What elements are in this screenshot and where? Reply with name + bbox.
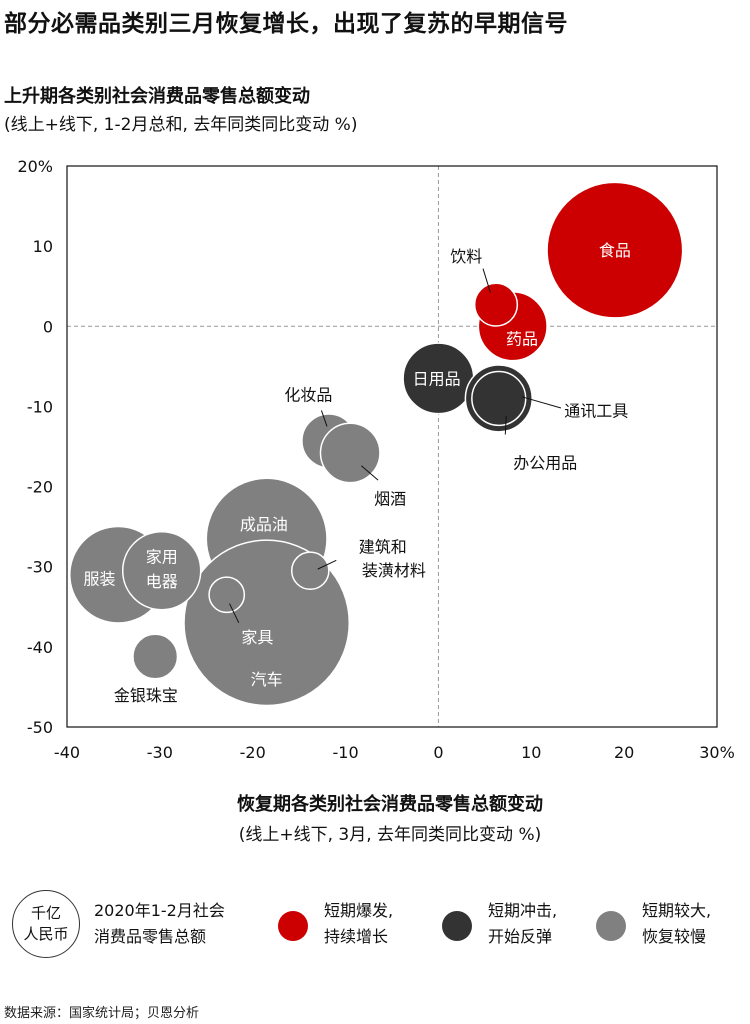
legend-dot-dark bbox=[442, 911, 472, 941]
leader-line-0 bbox=[482, 268, 491, 293]
bubble-label-14: 建筑和 bbox=[359, 538, 407, 557]
legend-label-gray: 短期较大, 恢复较慢 bbox=[642, 898, 742, 950]
bubble-label-2: 饮料 bbox=[450, 247, 482, 266]
x-axis-title: 恢复期各类别社会消费品零售总额变动 bbox=[237, 794, 543, 815]
legend-gray-line1: 短期较大, bbox=[642, 901, 712, 920]
bubble-label-10: 服装 bbox=[83, 570, 115, 589]
leader-line-5 bbox=[317, 559, 337, 570]
leader-line-4 bbox=[361, 465, 379, 481]
bubble-label-4: 通讯工具 bbox=[564, 401, 628, 420]
legend-label-red: 短期爆发, 持续增长 bbox=[324, 898, 424, 950]
legend-size-circle: 千亿 人民币 bbox=[12, 890, 80, 958]
x-tick-label: -40 bbox=[54, 743, 80, 762]
bubble-label-7: 烟酒 bbox=[374, 490, 406, 509]
y-tick-label: -20 bbox=[27, 478, 53, 497]
x-tick-label: 30% bbox=[699, 743, 735, 762]
y-tick-label: -30 bbox=[27, 558, 53, 577]
legend-dot-gray bbox=[596, 911, 626, 941]
bubble-11 bbox=[121, 530, 202, 611]
y-axis-subtitle: (线上+线下, 1-2月总和, 去年同类同比变动 %) bbox=[4, 115, 358, 135]
reference-lines bbox=[67, 166, 717, 727]
legend-size-desc-line1: 2020年1-2月社会 bbox=[94, 901, 225, 920]
legend-red-line2: 持续增长 bbox=[324, 927, 389, 946]
x-tick-label: 0 bbox=[433, 743, 443, 762]
bubble-label-6: 化妆品 bbox=[284, 385, 332, 404]
leader-line-3 bbox=[320, 410, 328, 427]
bubble-7 bbox=[319, 422, 381, 484]
page-title: 部分必需品类别三月恢复增长，出现了复苏的早期信号 bbox=[4, 11, 568, 37]
bubble-2 bbox=[473, 282, 519, 327]
legend-dark-line2: 开始反弹 bbox=[488, 927, 553, 946]
legend-size-unit-line2: 人民币 bbox=[23, 925, 69, 943]
legend-red-line1: 短期爆发, bbox=[324, 901, 394, 920]
plot-frame bbox=[66, 165, 718, 728]
leader-line-1 bbox=[521, 396, 562, 409]
bubble-label-11: 家用 bbox=[146, 547, 178, 566]
x-tick-label: 20 bbox=[614, 743, 634, 762]
bubble-13 bbox=[208, 576, 246, 614]
axis-ticks: -40 -30 -20 -10 0 10 20 30%20%100-10-20-30-40-5… bbox=[17, 157, 734, 762]
bubble-0 bbox=[546, 181, 684, 319]
y-tick-label: 0 bbox=[43, 317, 53, 336]
y-tick-label: -10 bbox=[27, 397, 53, 416]
y-tick-label: 20% bbox=[17, 157, 53, 176]
bubble-label-1: 药品 bbox=[506, 329, 538, 348]
legend-size-desc-line2: 消费品零售总额 bbox=[94, 927, 207, 946]
legend-size-unit-line1: 千亿 bbox=[30, 904, 61, 922]
bubble-label-0: 食品 bbox=[599, 241, 631, 260]
y-tick-label: -50 bbox=[27, 718, 53, 737]
y-tick-label: -40 bbox=[27, 638, 53, 657]
x-tick-label: -30 bbox=[147, 743, 173, 762]
leader-line-6 bbox=[229, 603, 240, 624]
data-source: 数据来源：国家统计局；贝恩分析 bbox=[4, 1006, 200, 1021]
x-axis-subtitle: (线上+线下, 3月, 去年同类同比变动 %) bbox=[238, 825, 542, 845]
bubble-label-12: 电器 bbox=[146, 572, 178, 591]
bubbles bbox=[69, 181, 684, 707]
bubble-label-8: 成品油 bbox=[240, 515, 288, 534]
bubble-label-5: 办公用品 bbox=[513, 454, 577, 473]
legend-size-description: 2020年1-2月社会 消费品零售总额 bbox=[94, 898, 264, 950]
bubble-label-15: 装潢材料 bbox=[362, 561, 426, 580]
y-axis-title: 上升期各类别社会消费品零售总额变动 bbox=[4, 86, 310, 107]
x-tick-label: -10 bbox=[333, 743, 359, 762]
leader-lines bbox=[229, 268, 562, 624]
bubble-5 bbox=[471, 370, 527, 427]
bubble-label-16: 金银珠宝 bbox=[114, 686, 178, 705]
bubble-14 bbox=[132, 633, 179, 680]
legend-gray-line2: 恢复较慢 bbox=[642, 927, 707, 946]
legend-label-dark: 短期冲击, 开始反弹 bbox=[488, 898, 588, 950]
legend-dot-red bbox=[278, 911, 308, 941]
y-tick-label: 10 bbox=[33, 237, 53, 256]
bubble-label-3: 日用品 bbox=[413, 369, 461, 388]
legend-dark-line1: 短期冲击, bbox=[488, 901, 558, 920]
bubble-12 bbox=[290, 551, 330, 591]
bubble-label-9: 汽车 bbox=[251, 670, 283, 689]
leader-line-2 bbox=[504, 416, 507, 435]
bubble-label-13: 家具 bbox=[241, 628, 273, 647]
x-tick-label: -20 bbox=[240, 743, 266, 762]
x-tick-label: 10 bbox=[521, 743, 541, 762]
